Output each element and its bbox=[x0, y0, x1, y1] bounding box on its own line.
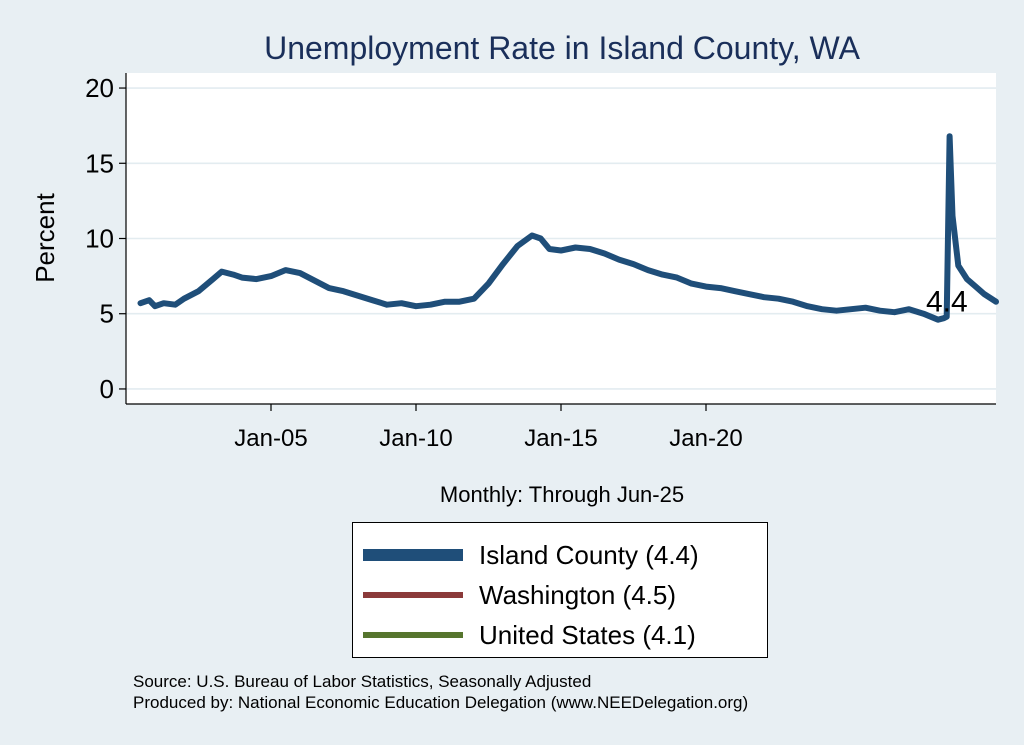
end-label-island-county: 4.4 bbox=[926, 286, 968, 319]
legend-item-island-county: Island County (4.4) bbox=[363, 535, 699, 575]
end-labels: 4.4 bbox=[926, 286, 968, 319]
series-group bbox=[137, 133, 999, 323]
chart-title: Unemployment Rate in Island County, WA bbox=[264, 30, 860, 66]
grid bbox=[126, 87, 996, 390]
x-ticks: Jan-05 Jan-10 Jan-15 Jan-20 bbox=[234, 404, 743, 452]
x-axis-label: Monthly: Through Jun-25 bbox=[440, 482, 684, 507]
y-tick-label-0: 0 bbox=[100, 374, 114, 404]
source-line-2: Produced by: National Economic Education… bbox=[133, 693, 749, 712]
y-tick-label-15: 15 bbox=[85, 148, 114, 178]
legend-label-island-county: Island County (4.4) bbox=[479, 539, 699, 570]
source-line-1: Source: U.S. Bureau of Labor Statistics,… bbox=[133, 672, 592, 691]
source-note: Source: U.S. Bureau of Labor Statistics,… bbox=[133, 671, 748, 713]
x-tick-label-3: Jan-20 bbox=[669, 425, 742, 452]
legend-swatch-united-states bbox=[363, 632, 463, 638]
legend-swatch-island-county bbox=[363, 549, 463, 561]
y-tick-label-10: 10 bbox=[85, 224, 114, 254]
legend-label-washington: Washington (4.5) bbox=[479, 579, 677, 610]
legend: Island County (4.4) Washington (4.5) Uni… bbox=[352, 522, 768, 658]
series-line-island-county bbox=[137, 133, 999, 323]
y-ticks: 0 5 10 15 20 bbox=[85, 73, 126, 404]
y-axis-label: Percent bbox=[30, 192, 60, 282]
y-tick-label-20: 20 bbox=[85, 73, 114, 103]
x-tick-label-0: Jan-05 bbox=[234, 425, 307, 452]
x-tick-label-1: Jan-10 bbox=[379, 425, 452, 452]
legend-item-united-states: United States (4.1) bbox=[363, 615, 696, 655]
x-tick-label-2: Jan-15 bbox=[524, 425, 597, 452]
y-tick-label-5: 5 bbox=[100, 299, 114, 329]
legend-item-washington: Washington (4.5) bbox=[363, 575, 676, 615]
legend-swatch-washington bbox=[363, 592, 463, 598]
legend-label-united-states: United States (4.1) bbox=[479, 619, 696, 650]
